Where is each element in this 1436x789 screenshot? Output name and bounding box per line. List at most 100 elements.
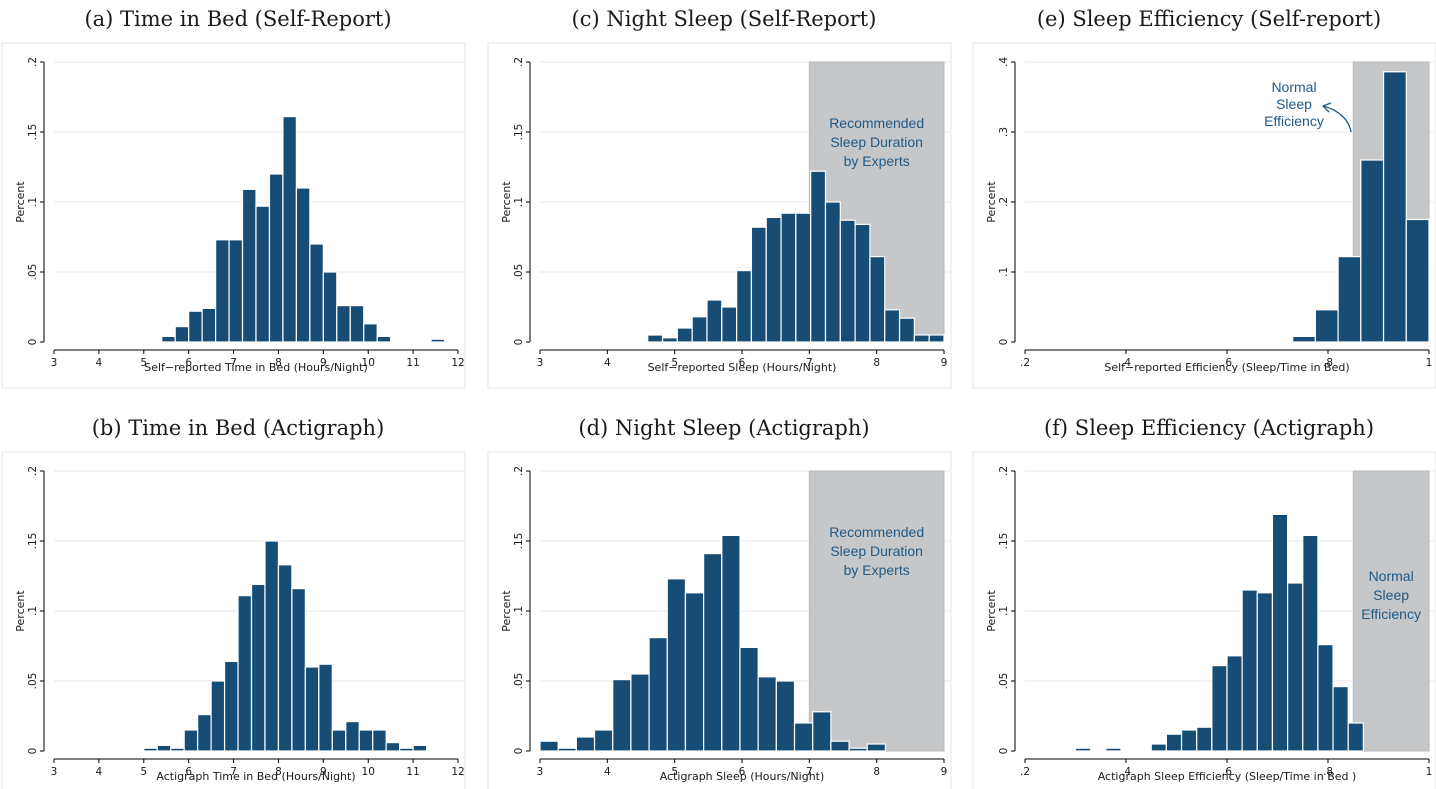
histogram-bar — [706, 299, 723, 343]
histogram-bar — [399, 747, 414, 752]
x-tick-label: 4 — [96, 357, 103, 369]
x-tick-label: 9 — [320, 357, 327, 369]
y-tick-label: .1 — [27, 606, 39, 616]
histogram-bar — [318, 663, 333, 752]
annotation-arrow — [1322, 105, 1352, 133]
histogram-bar — [1332, 686, 1349, 752]
histogram-bar — [1165, 733, 1183, 752]
histogram-bar — [255, 205, 271, 343]
histogram-bar — [183, 729, 199, 752]
x-tick-label: 6 — [739, 357, 746, 369]
x-tick-label: .2 — [1020, 357, 1030, 369]
x-tick-label: 4 — [96, 766, 103, 778]
histogram-bar — [812, 711, 832, 752]
y-tick-label: .15 — [998, 533, 1010, 550]
histogram-bar — [372, 729, 387, 752]
histogram-bar — [1314, 309, 1339, 343]
histogram-bar — [295, 187, 311, 343]
histogram-bar — [1337, 256, 1362, 343]
histogram-bar — [780, 212, 797, 343]
histogram-bar — [1347, 722, 1364, 752]
histogram-bar — [869, 256, 886, 343]
x-tick-label: 6 — [185, 766, 192, 778]
panel-f: (f) Sleep Efficiency (Actigraph) Normal Sl… — [972, 416, 1436, 789]
panel-title: (f) Sleep Efficiency (Actigraph) — [1044, 416, 1374, 440]
x-tick-label: 3 — [537, 357, 544, 369]
histogram-bar — [691, 316, 708, 343]
x-axis-title: Self−reported Efficiency (Sleep/Time in … — [1104, 361, 1349, 374]
histogram-bar — [612, 679, 632, 752]
x-tick-label: 4 — [604, 357, 611, 369]
x-tick-label: .4 — [1121, 766, 1131, 778]
y-axis-title: Percent — [500, 181, 513, 223]
x-axis-title: Self−reported Sleep (Hours/Night) — [648, 361, 837, 374]
histogram-bar — [210, 680, 226, 752]
x-tick-label: 6 — [739, 766, 746, 778]
histogram-bar — [161, 335, 176, 343]
histogram-bar — [557, 747, 577, 752]
y-tick-label: .2 — [27, 466, 39, 476]
x-tick-label: 9 — [941, 357, 948, 369]
histogram-bar — [898, 317, 915, 343]
x-tick-label: 7 — [806, 766, 813, 778]
histogram-bar — [593, 729, 614, 752]
x-tick-label: 4 — [604, 766, 611, 778]
histogram-bar — [1226, 655, 1243, 752]
y-axis-title: Percent — [14, 181, 27, 223]
x-tick-label: 5 — [140, 357, 147, 369]
histogram-bar — [1074, 747, 1092, 752]
x-tick-label: 5 — [140, 766, 147, 778]
histogram-bar — [349, 305, 365, 343]
y-tick-label: .2 — [513, 57, 525, 67]
histogram-bar — [1317, 644, 1334, 752]
y-tick-label: 0 — [27, 339, 39, 346]
histogram-bar — [1180, 729, 1198, 752]
histogram-bar — [913, 334, 930, 343]
x-tick-label: 7 — [230, 766, 237, 778]
histogram-bar — [721, 534, 741, 752]
y-tick-label: .15 — [513, 533, 525, 550]
shade-label-line: Recommended — [829, 115, 924, 131]
histogram-bar — [412, 744, 428, 752]
histogram-bar — [345, 721, 360, 752]
y-tick-label: 0 — [998, 339, 1010, 346]
histogram-bar — [824, 201, 841, 343]
y-tick-label: .05 — [513, 264, 525, 281]
histogram-bar — [197, 714, 212, 752]
histogram-bar — [156, 744, 172, 752]
histogram-bar — [703, 553, 723, 752]
shade-label-line: by Experts — [844, 562, 910, 578]
histogram-bar — [750, 226, 767, 343]
histogram-bar — [928, 334, 945, 343]
y-axis-title: Percent — [14, 590, 27, 632]
x-axis-title: Actigraph Sleep Efficiency (Sleep/Time i… — [1098, 770, 1357, 783]
x-tick-label: .8 — [1323, 766, 1333, 778]
histogram-bar — [264, 540, 280, 752]
histogram-bar — [309, 243, 324, 343]
histogram-bar — [575, 736, 596, 752]
histogram-bar — [676, 327, 693, 343]
histogram-bar — [684, 592, 705, 752]
histogram-bar — [1405, 218, 1430, 343]
x-tick-label: 6 — [185, 357, 192, 369]
x-tick-label: .6 — [1222, 357, 1232, 369]
histogram-bar — [1150, 743, 1167, 752]
y-tick-label: .15 — [27, 124, 39, 141]
shade-label-line: Sleep Duration — [830, 543, 923, 559]
histogram-bar — [739, 646, 759, 752]
histogram-bar — [1196, 726, 1213, 752]
histogram-bar — [839, 219, 856, 343]
histogram-bar — [268, 173, 284, 343]
panel-a: (a) Time in Bed (Self-Report) 0 .05 .1 .15 .2… — [1, 7, 466, 389]
histogram-bar — [358, 729, 374, 752]
y-tick-label: .1 — [513, 197, 525, 207]
histogram-bar — [1360, 159, 1385, 343]
y-tick-label: .1 — [998, 606, 1010, 616]
shade-label-line: Normal — [1369, 568, 1414, 584]
histogram-bar — [304, 666, 320, 752]
shade-label-line: Sleep Duration — [830, 134, 923, 150]
x-tick-label: 3 — [51, 357, 58, 369]
x-tick-label: 3 — [51, 766, 58, 778]
panel-title: (c) Night Sleep (Self-Report) — [572, 7, 877, 31]
annotation-arrow-head — [1322, 102, 1332, 113]
